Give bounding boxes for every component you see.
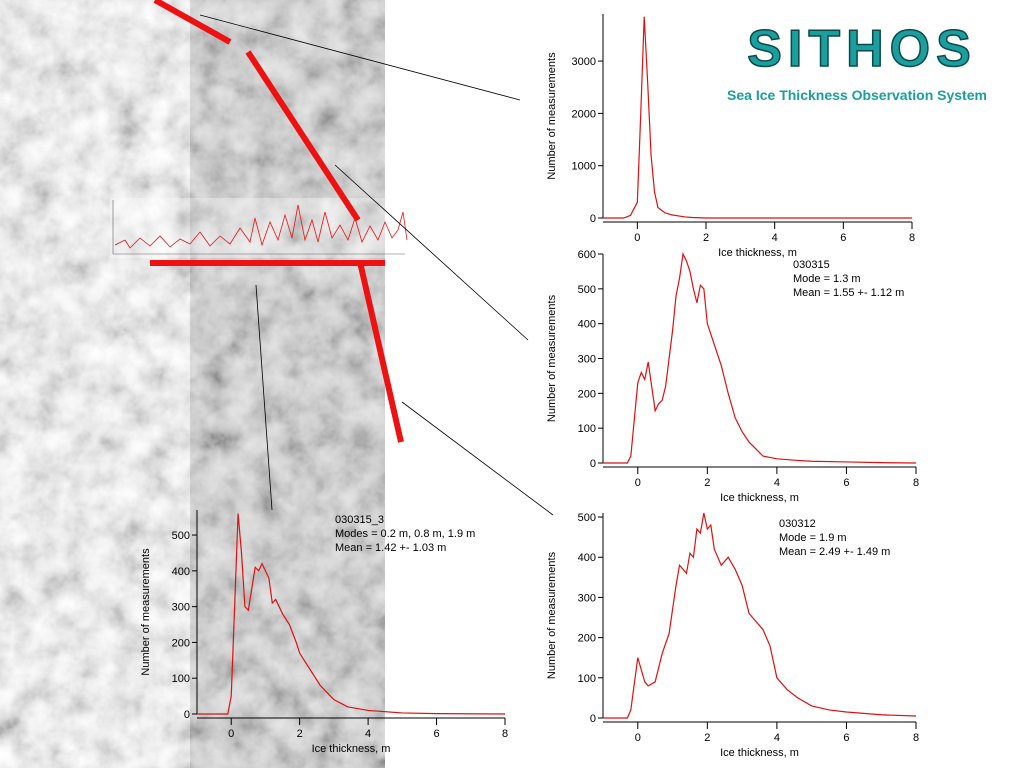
- x-tick-label: 0: [635, 477, 641, 489]
- y-tick-label: 200: [578, 633, 596, 645]
- x-tick-label: 0: [634, 232, 640, 244]
- x-tick-label: 4: [772, 232, 778, 244]
- data-line: [603, 252, 917, 464]
- x-axis-label: Ice thickness, m: [312, 743, 391, 755]
- x-tick-label: 2: [704, 732, 710, 744]
- x-tick-label: 0: [635, 732, 641, 744]
- y-axis-label: Number of measurements: [546, 294, 558, 422]
- x-tick-label: 6: [433, 728, 439, 740]
- histogram-chart: 0 100 200 300 400 500 0 2 4 6 8 Ice thickness, m Num…: [546, 512, 919, 759]
- x-tick-label: 8: [502, 728, 508, 740]
- x-tick-label: 6: [840, 232, 846, 244]
- y-tick-label: 400: [578, 319, 596, 331]
- x-tick-label: 4: [774, 732, 780, 744]
- histogram-chart: 0 100 200 300 400 500 0 2 4 6 8 Ice thickness, m Num…: [140, 510, 508, 755]
- x-tick-label: 6: [843, 477, 849, 489]
- y-tick-label: 600: [578, 249, 596, 261]
- x-axis-label: Ice thickness, m: [720, 492, 799, 504]
- x-tick-label: 4: [365, 728, 371, 740]
- annotation: Mean = 1.42 +- 1.03 m: [335, 542, 446, 554]
- y-tick-label: 300: [578, 354, 596, 366]
- data-line: [603, 512, 917, 719]
- y-tick-label: 0: [590, 458, 596, 470]
- annotation: Mode = 1.9 m: [779, 532, 847, 544]
- x-tick-label: 8: [913, 732, 919, 744]
- y-tick-label: 0: [590, 713, 596, 725]
- x-tick-label: 2: [297, 728, 303, 740]
- flight-track: [150, 0, 404, 443]
- y-axis-label: Number of measurements: [546, 52, 558, 180]
- annotation: 030312: [779, 518, 816, 530]
- y-tick-label: 200: [578, 388, 596, 400]
- y-tick-label: 100: [578, 423, 596, 435]
- satellite-image: [0, 0, 385, 768]
- y-tick-label: 100: [578, 673, 596, 685]
- x-axis-label: Ice thickness, m: [720, 747, 799, 759]
- x-tick-label: 0: [228, 728, 234, 740]
- histogram-chart: 0 1000 2000 3000 0 2 4 6 8 Ice thickness, m Number…: [546, 14, 915, 259]
- y-tick-label: 300: [172, 602, 190, 614]
- y-tick-label: 0: [590, 213, 596, 225]
- y-tick-label: 400: [172, 566, 190, 578]
- track-profile: [110, 198, 408, 258]
- x-axis-label: Ice thickness, m: [718, 247, 797, 259]
- y-tick-label: 500: [578, 512, 596, 524]
- y-tick-label: 0: [184, 709, 190, 721]
- y-tick-label: 100: [172, 673, 190, 685]
- data-line: [603, 16, 912, 219]
- data-line: [197, 513, 506, 715]
- annotation: Mode = 1.3 m: [793, 273, 861, 285]
- annotation: Mean = 1.55 +- 1.12 m: [793, 287, 904, 299]
- x-tick-label: 2: [704, 477, 710, 489]
- x-tick-label: 8: [909, 232, 915, 244]
- annotation: 030315: [793, 259, 830, 271]
- y-tick-label: 300: [578, 592, 596, 604]
- annotation: Modes = 0.2 m, 0.8 m, 1.9 m: [335, 528, 475, 540]
- y-tick-label: 2000: [572, 108, 596, 120]
- annotation: 030315_3: [335, 514, 384, 526]
- x-tick-label: 4: [774, 477, 780, 489]
- x-tick-label: 2: [703, 232, 709, 244]
- y-tick-label: 500: [172, 530, 190, 542]
- y-tick-label: 500: [578, 284, 596, 296]
- annotation: Mean = 2.49 +- 1.49 m: [779, 546, 890, 558]
- y-tick-label: 200: [172, 637, 190, 649]
- y-tick-label: 400: [578, 552, 596, 564]
- y-axis-label: Number of measurements: [546, 551, 558, 679]
- x-tick-label: 6: [843, 732, 849, 744]
- histogram-chart: 0 100 200 300 400 500 600 0 2 4 6 8 Ice thickness, m…: [546, 249, 919, 504]
- callout-lines: [199, 14, 554, 516]
- y-tick-label: 1000: [572, 161, 596, 173]
- logo: SITHOS: [747, 20, 977, 78]
- y-axis-label: Number of measurements: [140, 548, 152, 676]
- logo-subtitle: Sea Ice Thickness Observation System: [727, 87, 987, 103]
- y-tick-label: 3000: [572, 56, 596, 68]
- x-tick-label: 8: [913, 477, 919, 489]
